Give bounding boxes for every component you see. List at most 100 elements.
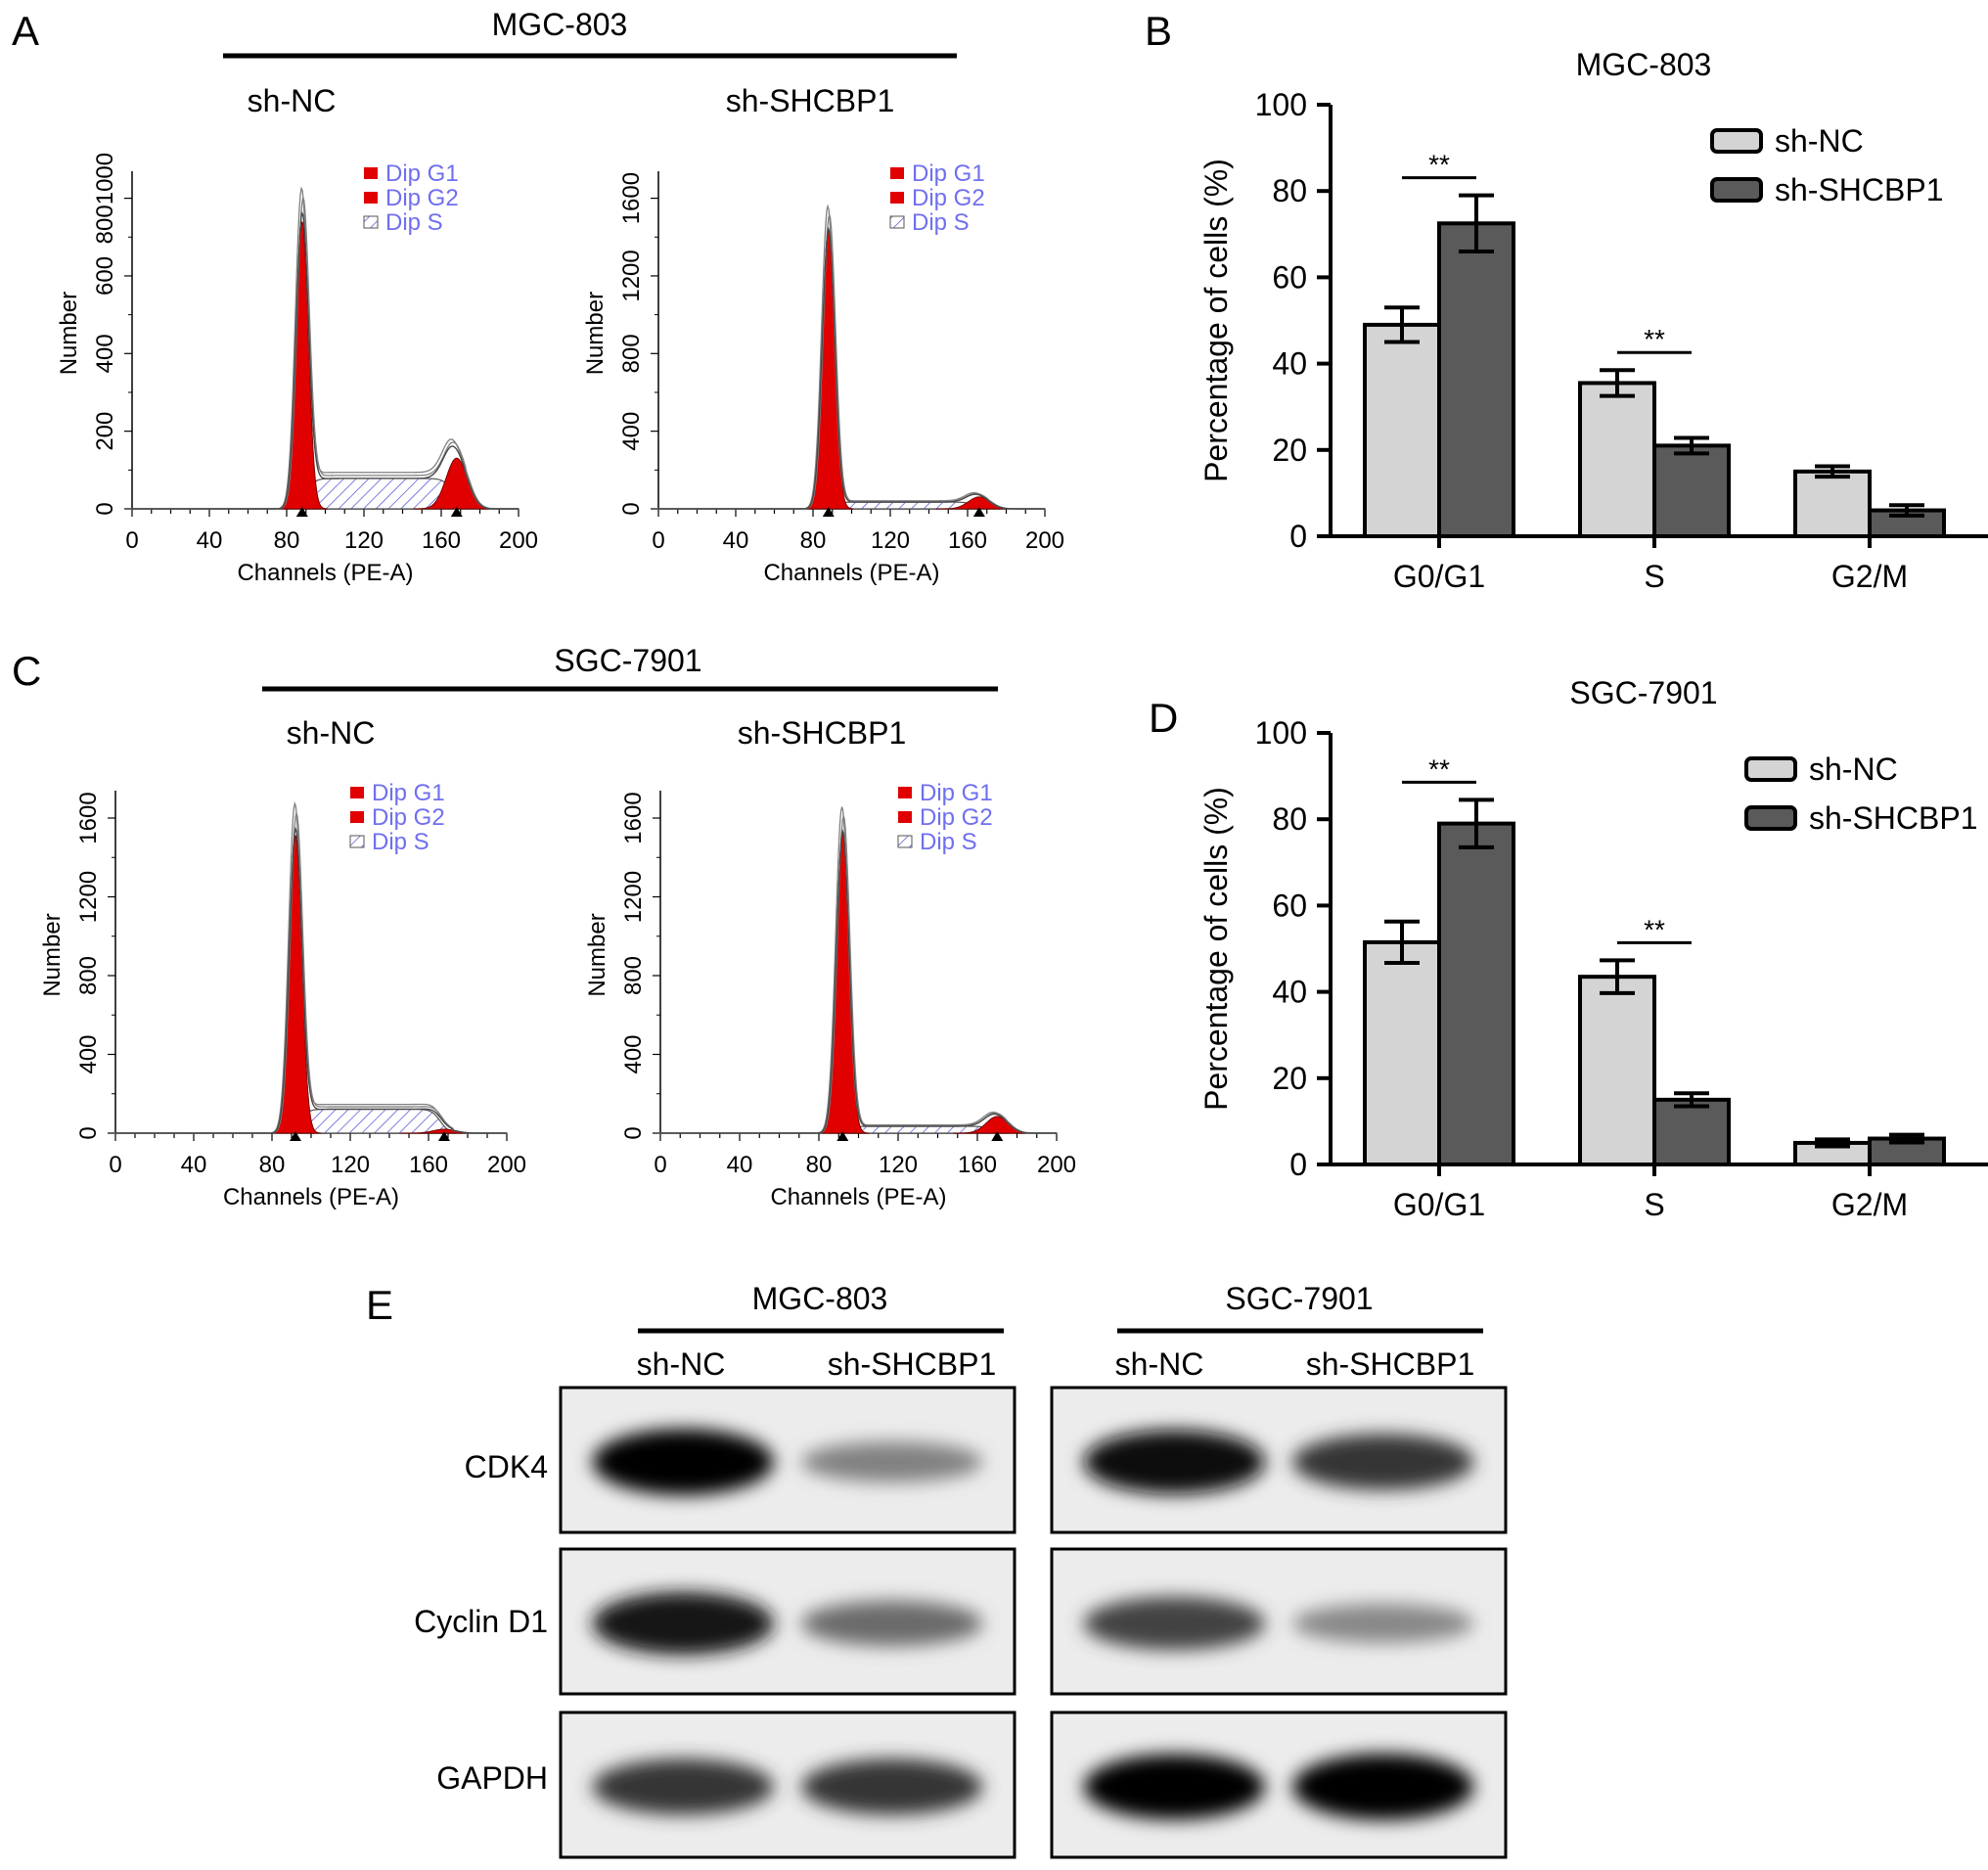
legend-swatch <box>1710 177 1763 203</box>
y-tick-label: 8001000 <box>92 153 118 244</box>
blot-protein-label: GAPDH <box>436 1760 548 1796</box>
y-tick-label: 800 <box>618 334 645 373</box>
flow-plot-label: sh-SHCBP1 <box>726 83 895 118</box>
legend-swatch <box>1744 756 1797 782</box>
x-tick-label: G0/G1 <box>1393 559 1485 594</box>
x-tick-label: 120 <box>871 527 910 554</box>
blot-frame <box>1050 1386 1508 1534</box>
histogram-outline <box>115 810 508 1134</box>
peak-marker <box>290 1131 301 1141</box>
legend-swatch <box>1744 805 1797 831</box>
histogram-fit <box>660 829 1057 1134</box>
y-tick-label: 80 <box>1272 801 1307 837</box>
x-tick-label: 40 <box>197 527 223 554</box>
x-tick-label: 40 <box>727 1152 753 1178</box>
significance-label: ** <box>1428 753 1450 784</box>
blot-row <box>559 1547 1017 1696</box>
legend-label: Dip S <box>372 829 429 855</box>
blot-row <box>1050 1710 1508 1859</box>
y-tick-label: 800 <box>75 956 102 995</box>
x-axis-title: Channels (PE-A) <box>223 1184 399 1210</box>
bar <box>1363 322 1441 538</box>
legend-label: sh-NC <box>1775 123 1864 159</box>
peak-marker <box>972 507 985 517</box>
legend-label: Dip G1 <box>912 160 985 187</box>
bar <box>1652 1097 1731 1166</box>
protein-band <box>592 1758 775 1815</box>
y-tick-label: 80 <box>1272 173 1307 208</box>
y-axis-title: Percentage of cells (%) <box>1198 787 1234 1111</box>
y-tick-label: 0 <box>618 502 645 515</box>
protein-band <box>1291 1603 1474 1644</box>
peak-marker <box>836 1131 849 1141</box>
protein-band <box>800 1441 983 1482</box>
blot-frame <box>559 1710 1017 1859</box>
blot-lane-label: sh-SHCBP1 <box>828 1346 997 1382</box>
protein-band <box>800 1758 983 1815</box>
y-tick-label: 40 <box>1272 975 1307 1010</box>
peak-marker <box>450 507 463 517</box>
y-tick-label: 0 <box>620 1126 647 1139</box>
legend-swatch <box>350 811 364 823</box>
protein-band <box>1291 1434 1474 1490</box>
y-tick-label: 20 <box>1272 433 1307 468</box>
panel-letter-d: D <box>1149 695 1178 741</box>
blot-images <box>559 1386 1508 1859</box>
flow-panel-c: SGC-7901 sh-NC 0 40 80 120 160 20004008001200… <box>39 643 1076 1210</box>
x-axis-title: Channels (PE-A) <box>763 560 939 586</box>
x-tick-label: 160 <box>422 527 461 554</box>
flow-histogram-sgc7901-shnc: sh-NC 0 40 80 120 160 200 0 400 800 1200 1600 Chann… <box>39 715 526 1210</box>
x-tick-label: 40 <box>181 1152 207 1178</box>
x-tick-label: 80 <box>806 1152 833 1178</box>
histogram-fit <box>115 826 507 1134</box>
legend-label: Dip S <box>385 209 443 236</box>
y-tick-label: 100 <box>1255 715 1307 751</box>
legend-swatch <box>890 192 904 204</box>
flow-cell-line-title: MGC-803 <box>492 7 628 42</box>
legend-swatch <box>890 167 904 179</box>
x-tick-label: 120 <box>879 1152 918 1178</box>
panel-letter-a: A <box>12 8 39 54</box>
peak-marker <box>991 1131 1004 1141</box>
x-tick-label: 160 <box>948 527 987 554</box>
peak-marker <box>295 507 308 517</box>
y-tick-label: 1600 <box>618 172 645 224</box>
y-tick-label: 400 <box>92 334 118 373</box>
legend-swatch <box>898 811 912 823</box>
legend-label: sh-SHCBP1 <box>1809 800 1978 836</box>
flow-histogram-mgc803-shshcbp1: sh-SHCBP1 0 40 80 120 160 200 0 400 800 1200 1600 C… <box>582 83 1064 586</box>
x-tick-label: G2/M <box>1831 1187 1908 1222</box>
bar <box>1437 221 1515 538</box>
y-tick-label: 0 <box>1289 1147 1307 1182</box>
x-tick-label: G2/M <box>1831 559 1908 594</box>
flow-histogram-sgc7901-shshcbp1: sh-SHCBP1 0 40 80 120 160 200 0 400 800 1200 1600 C… <box>584 715 1076 1210</box>
bar <box>1578 975 1656 1166</box>
x-tick-label: G0/G1 <box>1393 1187 1485 1222</box>
histogram-outline <box>657 204 1045 510</box>
y-tick-label: 400 <box>75 1034 102 1073</box>
blot-lane-label: sh-SHCBP1 <box>1306 1346 1475 1382</box>
y-tick-label: 0 <box>92 502 118 515</box>
western-blot-panel: MGC-803 SGC-7901 sh-NC sh-SHCBP1 sh-NC s… <box>414 1281 1508 1859</box>
y-tick-label: 1600 <box>620 792 647 844</box>
y-tick-label: 400 <box>618 412 645 451</box>
bar <box>1363 939 1441 1167</box>
protein-band <box>592 1429 775 1495</box>
dip-g1-peak <box>816 832 871 1134</box>
y-tick-label: 200 <box>92 412 118 451</box>
blot-frame <box>1050 1710 1508 1859</box>
x-tick-label: 160 <box>409 1152 448 1178</box>
protein-band <box>1083 1754 1266 1820</box>
y-tick-label: 0 <box>75 1126 102 1139</box>
blot-row <box>1050 1386 1508 1534</box>
x-tick-label: 0 <box>654 1152 666 1178</box>
x-tick-label: 120 <box>344 527 384 554</box>
legend-swatch <box>897 835 913 848</box>
blot-row <box>559 1386 1017 1534</box>
y-tick-label: 1200 <box>618 250 645 301</box>
histogram-fit <box>132 210 519 510</box>
x-tick-label: 160 <box>958 1152 997 1178</box>
legend-swatch <box>349 835 365 848</box>
